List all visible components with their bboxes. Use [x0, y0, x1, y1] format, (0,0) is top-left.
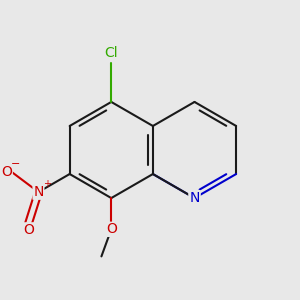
Text: Cl: Cl [104, 46, 118, 60]
Text: N: N [33, 185, 43, 199]
Text: N: N [189, 191, 200, 205]
Text: O: O [23, 223, 34, 237]
Text: +: + [43, 179, 51, 189]
Text: −: − [11, 159, 20, 169]
Text: O: O [1, 165, 12, 179]
Text: O: O [106, 222, 117, 236]
